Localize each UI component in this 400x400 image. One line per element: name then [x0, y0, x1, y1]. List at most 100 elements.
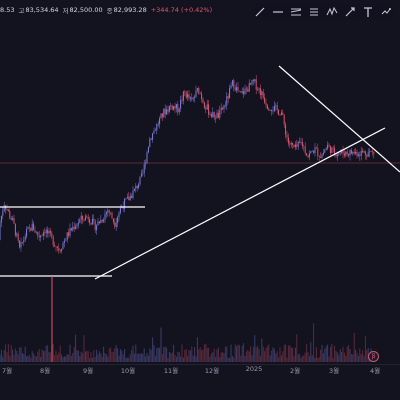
volume-bar: [38, 349, 40, 362]
candle-body: [187, 94, 189, 98]
candle-body: [76, 224, 78, 227]
candle-body: [195, 90, 197, 97]
candle-body: [189, 97, 191, 99]
volume-bar: [10, 345, 12, 362]
candle-body: [26, 229, 28, 237]
candle-body: [287, 137, 289, 144]
pitchfork-tool-icon[interactable]: [288, 4, 304, 20]
candle-body: [227, 96, 229, 99]
volume-bar: [9, 355, 11, 362]
volume-bar: [5, 344, 7, 362]
candle-body: [177, 104, 179, 113]
volume-bar: [213, 348, 215, 362]
volume-bar: [103, 346, 105, 362]
volume-bar: [66, 354, 68, 362]
volume-bar: [86, 350, 88, 362]
candle-body: [335, 154, 337, 157]
candle-body: [226, 96, 228, 106]
candle-body: [290, 142, 292, 145]
volume-bar: [111, 351, 113, 362]
volume-bar: [292, 347, 294, 362]
candle-body: [44, 232, 46, 234]
candle-body: [313, 150, 315, 153]
horizontal-line-tool-icon[interactable]: [270, 4, 286, 20]
volume-bar: [315, 347, 317, 362]
candle-body: [108, 210, 110, 213]
volume-bar: [68, 354, 70, 362]
candle-body: [203, 102, 205, 108]
candle-body: [236, 87, 238, 91]
candle-body: [322, 152, 324, 155]
candle-body: [328, 144, 330, 146]
candles: [0, 74, 375, 254]
candle-body: [24, 236, 26, 240]
candle-body: [261, 91, 263, 95]
candle-body: [367, 152, 369, 157]
candle-body: [280, 112, 282, 115]
candle-body: [157, 124, 159, 125]
candle-body: [223, 105, 225, 110]
candle-body: [215, 117, 217, 119]
volume-bar: [192, 355, 194, 362]
volume-bar: [0, 354, 1, 362]
candle-body: [219, 110, 221, 118]
volume-bar: [139, 353, 141, 362]
volume-bar: [7, 344, 9, 362]
pattern-tool-icon[interactable]: [324, 4, 340, 20]
candle-body: [248, 83, 250, 92]
candle-body: [345, 151, 347, 156]
candle-body: [297, 141, 299, 147]
indicator-badge[interactable]: β: [368, 351, 379, 362]
candle-body: [329, 145, 331, 154]
candle-body: [132, 190, 134, 199]
candle-body: [357, 154, 359, 156]
candle-body: [339, 152, 341, 154]
volume-bar: [231, 355, 233, 362]
text-tool-icon[interactable]: [360, 4, 376, 20]
volume-bar: [262, 346, 264, 362]
candle-body: [2, 211, 4, 216]
volume-bar: [230, 344, 232, 362]
candle-body: [163, 108, 165, 118]
candle-body: [28, 227, 30, 229]
volume-bar: [259, 356, 261, 362]
volume-bar: [185, 349, 187, 362]
candle-body: [168, 106, 170, 112]
measure-tool-icon[interactable]: [378, 4, 394, 20]
candle-body: [142, 173, 144, 174]
volume-bar: [65, 356, 67, 362]
candle-body: [0, 215, 2, 223]
candle-body: [276, 105, 278, 110]
candle-body: [356, 151, 358, 156]
candle-body: [264, 97, 266, 103]
candle-body: [153, 130, 155, 134]
candle-body: [262, 91, 264, 98]
volume-bar: [101, 356, 103, 362]
volume-bar: [247, 349, 249, 362]
volume-bar: [229, 357, 231, 362]
volume-bar: [23, 354, 25, 362]
volume-bar: [325, 346, 327, 362]
candle-body: [89, 219, 91, 224]
rising-trend-line: [94, 127, 386, 280]
volume-bar: [87, 351, 89, 362]
volume-bar: [131, 350, 133, 362]
shapes-tool-icon[interactable]: [342, 4, 358, 20]
volume-bar: [129, 354, 131, 362]
candle-body: [331, 147, 333, 154]
candle-body: [23, 239, 25, 243]
candle-body: [66, 232, 68, 241]
volume-bar: [363, 355, 365, 362]
volume-bar: [212, 352, 214, 362]
volume-bar: [265, 348, 267, 362]
volume-bar: [108, 348, 110, 362]
volume-bar: [75, 334, 77, 362]
brush-tool-icon[interactable]: [306, 4, 322, 20]
open-value: 8.53: [0, 6, 15, 14]
candle-body: [129, 195, 131, 201]
volume-bar: [300, 357, 302, 362]
trend-line-tool-icon[interactable]: [252, 4, 268, 20]
volume-bar: [366, 349, 368, 362]
candle-body: [250, 83, 252, 85]
